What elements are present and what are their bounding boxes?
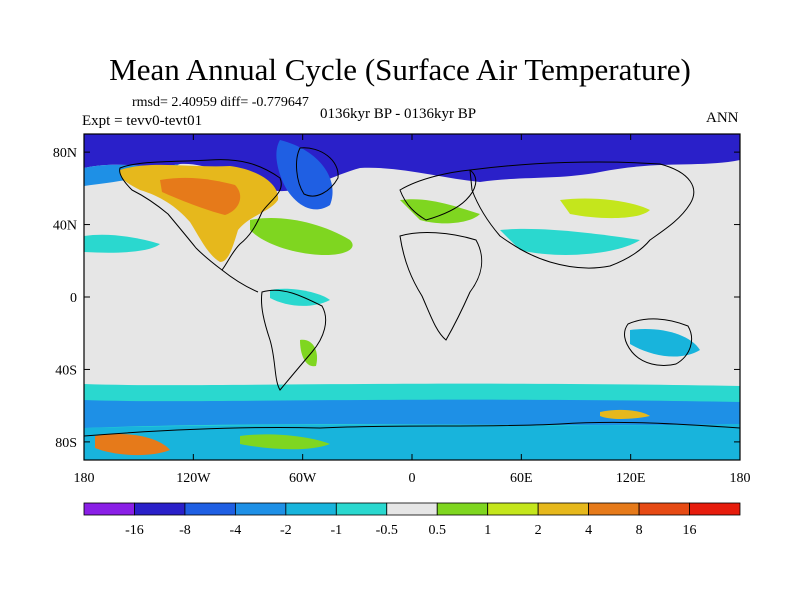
colorbar-swatch	[134, 502, 186, 516]
colorbar-label: 16	[683, 523, 697, 538]
lon-tick-label: 120E	[616, 471, 646, 486]
south-america-coast	[261, 289, 327, 391]
greenland-coast	[296, 147, 339, 197]
colorbar-label: 2	[535, 523, 542, 538]
lon-tick-label: 60W	[289, 471, 317, 486]
longitude-axis: 180 120W 60W 0 60E 120E 180	[74, 134, 751, 486]
experiment-label: Expt = tevv0-tevt01	[82, 113, 203, 129]
lat-tick-label: 40N	[53, 219, 77, 234]
colorbar-label: -8	[179, 523, 191, 538]
map-title: Mean Annual Cycle (Surface Air Temperatu…	[109, 52, 691, 87]
africa-coast	[399, 232, 483, 341]
colorbar-label: -0.5	[376, 523, 398, 538]
lon-tick-label: 180	[730, 471, 751, 486]
lon-tick-label: 180	[74, 471, 95, 486]
colorbar-label: 4	[585, 523, 592, 538]
colorbar-swatch	[487, 502, 539, 516]
tropical-patch-2	[630, 328, 700, 357]
antarctic-cooling	[84, 424, 740, 460]
colorbar-swatch	[83, 502, 135, 516]
greenland-cooling	[276, 140, 333, 210]
colorbar-swatch	[537, 502, 590, 516]
colorbar-label: -1	[330, 523, 342, 538]
colorbar-label: -4	[230, 523, 242, 538]
north-america-warming	[119, 164, 279, 262]
north-america-warm-core	[160, 177, 241, 215]
colorbar: -16 -8 -4 -2 -1 -0.5 0.5 1 2 4 8 16	[83, 502, 741, 538]
anomaly-fields	[84, 134, 740, 460]
colorbar-swatch	[588, 502, 640, 516]
north-america-coast	[119, 159, 282, 271]
colorbar-label: -2	[280, 523, 292, 538]
colorbar-swatch	[335, 502, 388, 516]
asia-cooling	[500, 228, 640, 255]
colorbar-swatch	[386, 502, 438, 516]
southern-ocean-cooling	[84, 399, 740, 428]
tropical-patch-1	[270, 288, 330, 306]
antarctic-warm-3	[600, 409, 650, 419]
pacific-warming	[84, 234, 160, 253]
lat-tick-label: 80N	[53, 146, 77, 161]
colorbar-label: 8	[636, 523, 643, 538]
antarctica-coast	[84, 421, 740, 437]
colorbar-swatch	[638, 502, 690, 516]
colorbar-label: 0.5	[428, 523, 446, 538]
australia-coast	[624, 318, 692, 366]
coastlines	[84, 147, 740, 437]
lat-tick-label: 0	[70, 291, 77, 306]
antarctic-warm-2	[240, 434, 330, 450]
eurasia-mixed	[400, 199, 480, 224]
latitude-axis: 80N 40N 0 40S 80S	[53, 146, 740, 451]
lat-tick-label: 40S	[55, 363, 77, 378]
colorbar-swatch	[436, 502, 489, 516]
lat-tick-label: 80S	[55, 436, 77, 451]
period-label: 0136kyr BP - 0136kyr BP	[320, 106, 477, 122]
tropical-patch-3	[300, 339, 318, 367]
colorbar-swatch	[184, 502, 236, 516]
antarctic-warm-1	[95, 433, 170, 456]
central-asia-warming	[560, 198, 650, 219]
lon-tick-label: 120W	[176, 471, 211, 486]
lon-tick-label: 0	[409, 471, 416, 486]
colorbar-label: -16	[125, 523, 144, 538]
north-atlantic-warming	[250, 218, 353, 256]
central-america-coast	[221, 269, 259, 293]
europe-coast	[399, 169, 477, 221]
stats-label: rmsd= 2.40959 diff= -0.779647	[132, 95, 309, 110]
colorbar-swatch	[285, 502, 337, 516]
lon-tick-label: 60E	[510, 471, 533, 486]
map-plot	[84, 134, 740, 460]
colorbar-swatch	[689, 502, 741, 516]
colorbar-swatch	[234, 502, 287, 516]
colorbar-label: 1	[484, 523, 491, 538]
season-label: ANN	[706, 110, 739, 126]
asia-coast	[469, 161, 695, 269]
